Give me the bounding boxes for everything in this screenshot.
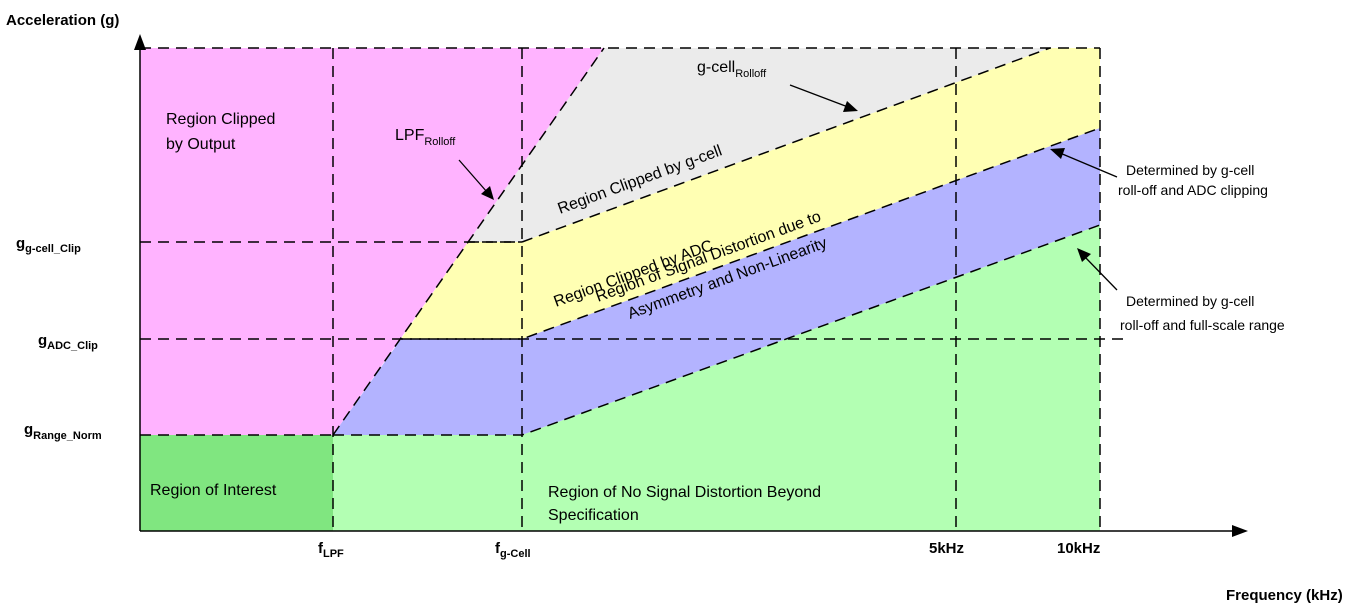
axes	[139, 48, 1234, 532]
label-lpf-rolloff: LPFRolloff	[395, 127, 456, 148]
x-axis-title: Frequency (kHz)	[1226, 587, 1343, 604]
region-distortion-fill	[333, 128, 1100, 435]
range-note-arrow	[1077, 248, 1118, 291]
boundary-adc-clip	[401, 127, 1101, 340]
y-axis-title: Acceleration (g)	[6, 12, 119, 29]
x-tick-fgcell: fg-Cell	[495, 540, 531, 560]
adc-note-arrow	[1050, 148, 1118, 178]
y-tick-gcell-clip: gg-cell_Clip	[16, 235, 81, 255]
label-no-distortion-line2: Specification	[548, 507, 639, 524]
gcell-rolloff-arrow	[789, 84, 858, 112]
boundary-full-scale	[333, 224, 1101, 436]
note-range-line2: roll-off and full-scale range	[1120, 317, 1285, 333]
y-tick-range-norm-sub: Range_Norm	[33, 430, 102, 442]
label-output-clip-line2: by Output	[166, 136, 236, 153]
x-tick-5khz: 5kHz	[929, 540, 964, 557]
guide-lines	[140, 47, 1130, 531]
x-tick-flpf-main: f	[318, 540, 324, 557]
label-no-distortion-line1: Region of No Signal Distortion Beyond	[548, 484, 821, 501]
note-adc-line1: Determined by g-cell	[1126, 162, 1254, 178]
note-adc-line2: roll-off and ADC clipping	[1118, 182, 1268, 198]
y-tick-gcell-clip-main: g	[16, 235, 25, 252]
region-adc-clip-fill	[401, 48, 1100, 339]
label-lpf-rolloff-sub: Rolloff	[424, 136, 456, 148]
lpf-rolloff-arrow	[458, 159, 494, 200]
x-tick-flpf-sub: LPF	[323, 548, 344, 560]
x-axis-arrowhead	[1232, 525, 1248, 537]
x-tick-flpf: fLPF	[318, 540, 344, 560]
boundary-gcell-rolloff	[468, 47, 1051, 243]
region-interest-fill	[140, 435, 333, 531]
label-gcell-rolloff-main: g-cell	[697, 59, 735, 76]
y-tick-adc-clip-sub: ADC_Clip	[47, 340, 98, 352]
y-tick-range-norm-main: g	[24, 421, 33, 438]
label-lpf-rolloff-main: LPF	[395, 127, 425, 144]
label-output-clip-line1: Region Clipped	[166, 111, 275, 128]
x-tick-fgcell-main: f	[495, 540, 501, 557]
y-tick-adc-clip-main: g	[38, 332, 47, 349]
x-tick-fgcell-sub: g-Cell	[500, 548, 531, 560]
y-axis-arrowhead	[134, 34, 146, 50]
label-gcell-rolloff: g-cellRolloff	[697, 59, 767, 80]
x-tick-10khz: 10kHz	[1057, 540, 1100, 557]
label-gcell-rolloff-sub: Rolloff	[735, 68, 767, 80]
y-tick-gcell-clip-sub: g-cell_Clip	[25, 243, 81, 255]
region-gcell-clip-fill	[468, 48, 1050, 242]
y-tick-range-norm: gRange_Norm	[24, 421, 102, 442]
label-interest: Region of Interest	[150, 482, 277, 499]
y-tick-adc-clip: gADC_Clip	[38, 332, 98, 352]
note-range-line1: Determined by g-cell	[1126, 293, 1254, 309]
region-no-distortion-fill	[333, 225, 1100, 531]
